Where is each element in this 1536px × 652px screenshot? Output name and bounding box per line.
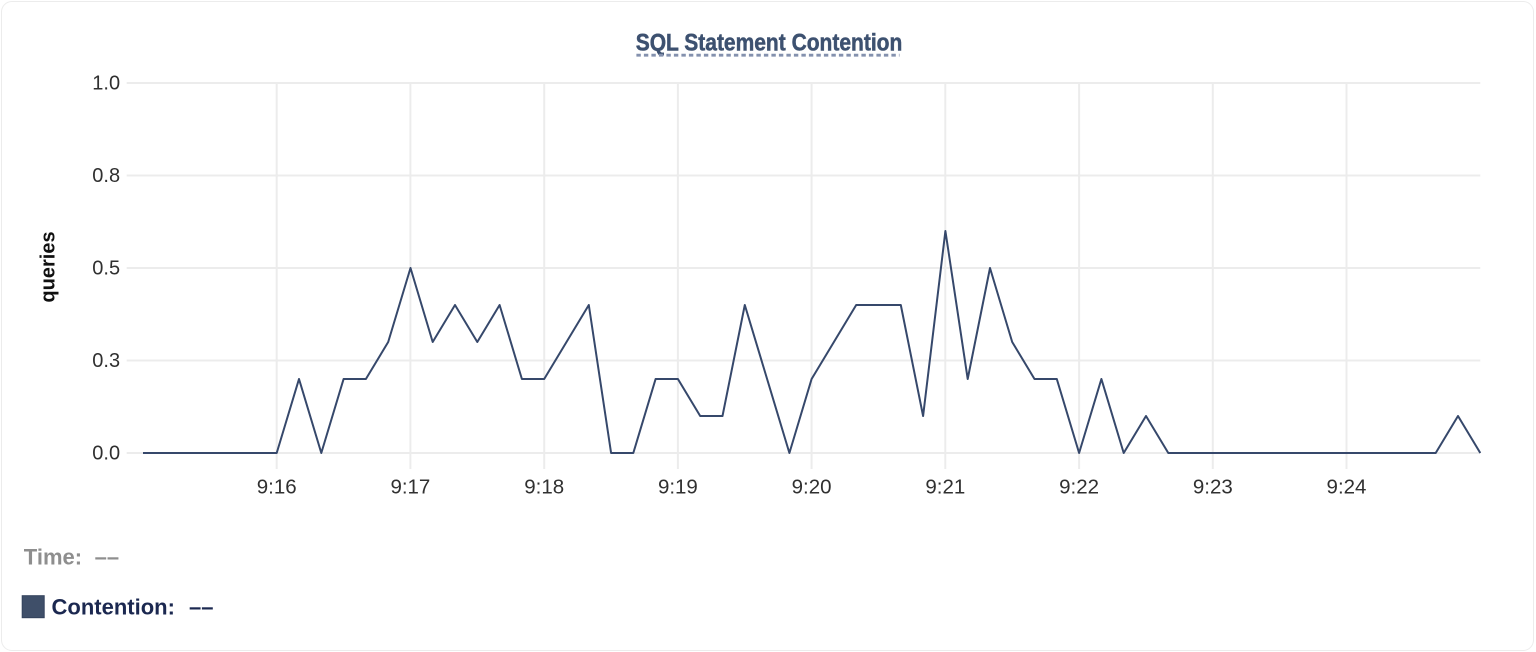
svg-text:SQL Statement Contention: SQL Statement Contention xyxy=(636,29,903,56)
svg-text:1.0: 1.0 xyxy=(92,73,120,95)
svg-text:9:21: 9:21 xyxy=(925,476,965,499)
svg-text:0.0: 0.0 xyxy=(92,443,120,465)
svg-text:9:19: 9:19 xyxy=(658,476,698,499)
svg-text:0.8: 0.8 xyxy=(92,165,120,187)
svg-text:9:22: 9:22 xyxy=(1059,476,1099,499)
svg-text:Contention:: Contention: xyxy=(52,594,175,619)
svg-text:9:16: 9:16 xyxy=(257,476,297,499)
svg-text:0.5: 0.5 xyxy=(92,258,120,280)
svg-text:––: –– xyxy=(95,544,119,569)
svg-text:9:20: 9:20 xyxy=(792,476,832,499)
svg-text:9:24: 9:24 xyxy=(1327,476,1367,499)
svg-text:9:18: 9:18 xyxy=(524,476,564,499)
svg-text:Time:: Time: xyxy=(24,544,82,569)
svg-text:9:17: 9:17 xyxy=(390,476,430,499)
svg-text:9:23: 9:23 xyxy=(1193,476,1233,499)
svg-text:––: –– xyxy=(189,594,213,619)
svg-text:queries: queries xyxy=(38,231,60,302)
svg-text:0.3: 0.3 xyxy=(92,350,120,372)
